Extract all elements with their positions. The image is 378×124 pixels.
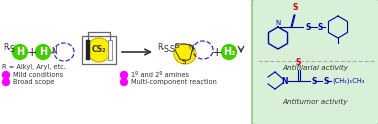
Text: S: S bbox=[182, 59, 186, 65]
Text: S: S bbox=[292, 3, 298, 12]
Text: S: S bbox=[164, 46, 168, 55]
Circle shape bbox=[87, 38, 111, 62]
Text: R: R bbox=[3, 44, 9, 52]
Text: (CH₂)₅CH₃: (CH₂)₅CH₃ bbox=[332, 78, 364, 84]
Text: H: H bbox=[16, 47, 24, 57]
Text: R: R bbox=[157, 44, 163, 52]
Bar bbox=[86, 40, 90, 60]
Text: +: + bbox=[27, 46, 37, 59]
Text: R = Alkyl, Aryl, etc.: R = Alkyl, Aryl, etc. bbox=[2, 64, 66, 70]
Circle shape bbox=[11, 44, 28, 61]
FancyBboxPatch shape bbox=[252, 0, 378, 124]
Circle shape bbox=[120, 71, 128, 79]
Circle shape bbox=[34, 44, 51, 61]
Text: Broad scope: Broad scope bbox=[13, 79, 54, 85]
Text: S: S bbox=[318, 22, 323, 31]
Text: Mild conditions: Mild conditions bbox=[13, 72, 63, 78]
Bar bbox=[82, 36, 116, 64]
Circle shape bbox=[120, 78, 128, 86]
Circle shape bbox=[2, 71, 10, 79]
Bar bbox=[108, 40, 112, 60]
Ellipse shape bbox=[174, 44, 196, 64]
Text: Multi-component reaction: Multi-component reaction bbox=[131, 79, 217, 85]
Text: N: N bbox=[282, 77, 288, 86]
Text: S: S bbox=[323, 77, 328, 86]
Text: Antitumor activity: Antitumor activity bbox=[282, 99, 348, 105]
Text: S: S bbox=[296, 58, 301, 67]
Text: S: S bbox=[311, 77, 316, 86]
Text: H₂: H₂ bbox=[223, 47, 235, 57]
Text: 1º and 2º amines: 1º and 2º amines bbox=[131, 72, 189, 78]
Text: Antifilarial activity: Antifilarial activity bbox=[282, 65, 348, 71]
Text: N: N bbox=[51, 47, 57, 57]
Circle shape bbox=[2, 78, 10, 86]
Text: S: S bbox=[170, 46, 174, 55]
Text: +: + bbox=[212, 46, 222, 59]
Text: N: N bbox=[188, 44, 194, 50]
Text: S: S bbox=[305, 22, 310, 31]
Text: S: S bbox=[175, 43, 179, 49]
Circle shape bbox=[220, 44, 237, 61]
Text: H: H bbox=[39, 47, 47, 57]
Text: S: S bbox=[9, 46, 14, 55]
Text: CS₂: CS₂ bbox=[92, 46, 106, 55]
Text: N: N bbox=[276, 20, 280, 26]
